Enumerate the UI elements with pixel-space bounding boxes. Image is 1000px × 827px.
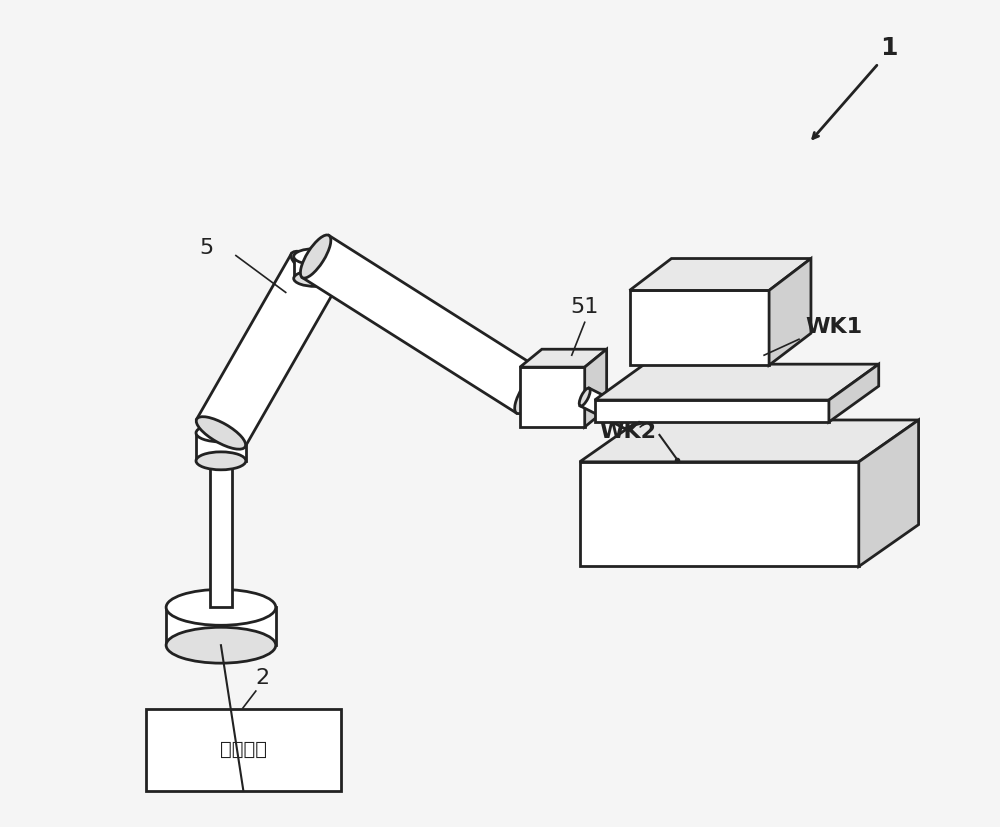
Polygon shape (829, 364, 879, 422)
Polygon shape (294, 256, 338, 279)
Text: WK1: WK1 (805, 318, 862, 337)
Polygon shape (595, 400, 829, 422)
Polygon shape (520, 367, 585, 427)
Polygon shape (580, 388, 664, 444)
Text: 2: 2 (256, 668, 270, 688)
Polygon shape (580, 461, 859, 566)
Polygon shape (196, 433, 246, 461)
Polygon shape (520, 349, 607, 367)
Polygon shape (859, 420, 919, 566)
Text: 1: 1 (880, 36, 897, 60)
Ellipse shape (166, 628, 276, 663)
Ellipse shape (291, 251, 340, 284)
Ellipse shape (300, 235, 331, 278)
Ellipse shape (579, 388, 590, 406)
Ellipse shape (166, 590, 276, 625)
Polygon shape (595, 364, 879, 400)
Polygon shape (630, 259, 811, 290)
Polygon shape (197, 254, 340, 447)
Polygon shape (630, 290, 769, 366)
Text: 控制装置: 控制装置 (220, 740, 267, 759)
Ellipse shape (515, 370, 545, 414)
Ellipse shape (196, 452, 246, 470)
Polygon shape (210, 447, 232, 607)
Polygon shape (585, 349, 607, 427)
Ellipse shape (294, 270, 338, 286)
Text: 51: 51 (571, 298, 599, 318)
Ellipse shape (654, 426, 665, 444)
FancyBboxPatch shape (146, 709, 341, 791)
Polygon shape (769, 259, 811, 366)
Ellipse shape (196, 417, 246, 449)
Polygon shape (166, 607, 276, 645)
Text: WK2: WK2 (600, 422, 657, 442)
Ellipse shape (294, 249, 338, 265)
Polygon shape (580, 420, 919, 461)
Text: 5: 5 (199, 237, 213, 257)
Polygon shape (302, 236, 543, 414)
Ellipse shape (196, 424, 246, 442)
